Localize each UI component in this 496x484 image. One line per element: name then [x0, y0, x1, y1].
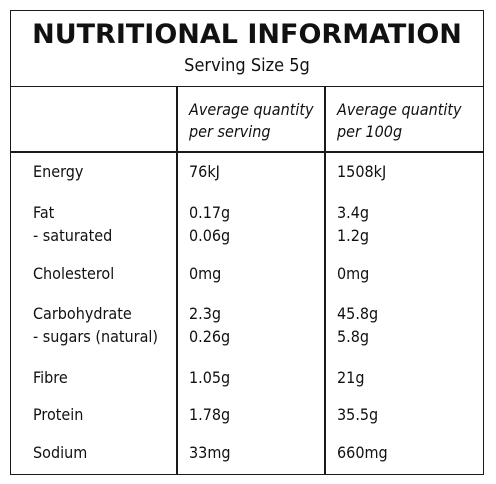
row-value-per-100g: 5.8g [337, 327, 370, 346]
row-label: - saturated [33, 226, 113, 245]
row-value-per-100g: 660mg [337, 443, 388, 462]
row-label: - sugars (natural) [33, 327, 159, 346]
row-value-per-100g: 0mg [337, 264, 370, 283]
row-value-per-serving: 1.78g [189, 405, 231, 424]
row-value-per-serving: 0.06g [189, 226, 231, 245]
row-label: Cholesterol [33, 264, 115, 283]
row-value-per-100g: 1.2g [337, 226, 370, 245]
row-value-per-100g: 1508kJ [337, 162, 387, 181]
row-value-per-100g: 21g [337, 368, 365, 387]
column-header-line: per serving [189, 122, 271, 141]
row-value-per-serving: 0.26g [189, 327, 231, 346]
row-label: Carbohydrate [33, 304, 132, 323]
column-header-line: Average quantity [337, 100, 462, 119]
row-value-per-serving: 0.17g [189, 203, 231, 222]
nutrition-panel: NUTRITIONAL INFORMATION Serving Size 5g … [10, 10, 484, 475]
row-value-per-serving: 33mg [189, 443, 231, 462]
column-divider-1 [176, 87, 178, 474]
row-label: Sodium [33, 443, 88, 462]
column-header-per-serving: Average quantity per serving [189, 99, 319, 143]
row-value-per-100g: 45.8g [337, 304, 379, 323]
row-label: Energy [33, 162, 84, 181]
row-label: Fibre [33, 368, 68, 387]
column-header-line: Average quantity [189, 100, 314, 119]
row-label: Fat [33, 203, 55, 222]
row-value-per-serving: 76kJ [189, 162, 220, 181]
serving-size: Serving Size 5g [184, 55, 310, 76]
column-header-line: per 100g [337, 122, 403, 141]
panel-header: NUTRITIONAL INFORMATION Serving Size 5g [11, 11, 483, 87]
row-value-per-serving: 1.05g [189, 368, 231, 387]
row-value-per-serving: 2.3g [189, 304, 222, 323]
panel-title: NUTRITIONAL INFORMATION [32, 19, 462, 50]
column-header-per-100g: Average quantity per 100g [337, 99, 477, 143]
row-value-per-serving: 0mg [189, 264, 222, 283]
column-divider-2 [324, 87, 326, 474]
header-row-divider [11, 151, 483, 153]
row-value-per-100g: 3.4g [337, 203, 370, 222]
row-label: Protein [33, 405, 84, 424]
row-value-per-100g: 35.5g [337, 405, 379, 424]
